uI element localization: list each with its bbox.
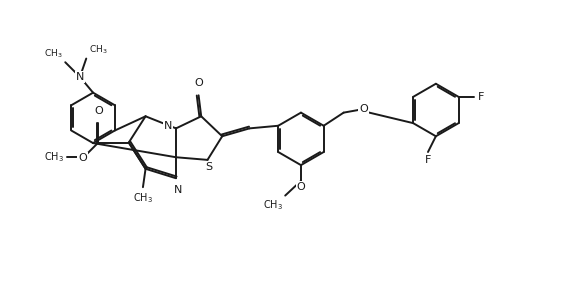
Text: O: O	[297, 182, 305, 192]
Text: O: O	[94, 106, 103, 116]
Text: F: F	[425, 155, 431, 165]
Text: O: O	[194, 78, 203, 89]
Text: N: N	[163, 121, 172, 131]
Text: S: S	[205, 162, 212, 173]
Text: O: O	[78, 153, 87, 163]
Text: N: N	[76, 72, 84, 82]
Text: CH$_3$: CH$_3$	[44, 150, 64, 164]
Text: CH$_3$: CH$_3$	[133, 191, 153, 205]
Text: N: N	[173, 185, 182, 194]
Text: CH$_3$: CH$_3$	[262, 198, 283, 212]
Text: O: O	[359, 104, 368, 114]
Text: CH$_3$: CH$_3$	[44, 48, 62, 60]
Text: CH$_3$: CH$_3$	[89, 44, 107, 56]
Text: F: F	[477, 92, 484, 102]
